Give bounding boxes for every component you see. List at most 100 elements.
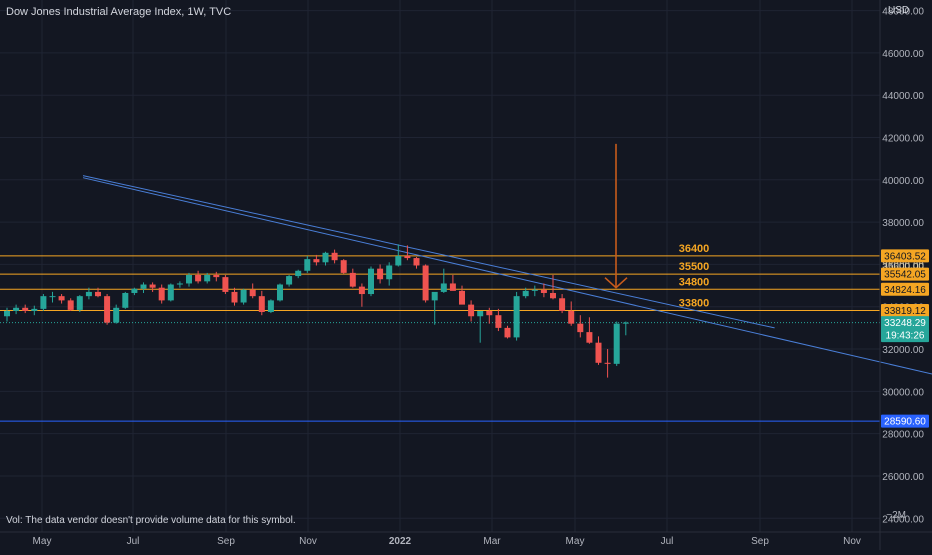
candle-body bbox=[31, 308, 38, 311]
last-price-axis-tag bbox=[881, 316, 929, 343]
candle-body bbox=[322, 252, 329, 263]
volume-tick-label: −2M bbox=[886, 510, 906, 521]
candle-body bbox=[504, 327, 511, 338]
x-tick-label: May bbox=[33, 536, 52, 547]
candle bbox=[85, 287, 92, 300]
candle bbox=[213, 271, 220, 282]
candle-body bbox=[13, 307, 20, 311]
candle bbox=[577, 315, 584, 338]
candle bbox=[550, 275, 556, 300]
candle-body bbox=[140, 284, 147, 289]
level-text: 33800 bbox=[679, 298, 710, 310]
candle bbox=[140, 282, 147, 293]
candle-body bbox=[258, 296, 265, 313]
x-tick-label: Nov bbox=[843, 536, 861, 547]
candle bbox=[395, 244, 402, 267]
level-text: 34800 bbox=[679, 276, 710, 288]
candle bbox=[449, 275, 456, 291]
candle bbox=[286, 275, 293, 287]
candle-body bbox=[413, 258, 420, 266]
candle bbox=[495, 308, 502, 332]
candle bbox=[277, 283, 283, 302]
candle bbox=[67, 298, 74, 311]
candle bbox=[568, 301, 575, 326]
candle bbox=[486, 307, 493, 324]
candle-body bbox=[486, 310, 493, 316]
y-tick-label: 32000.00 bbox=[882, 345, 924, 356]
candle bbox=[559, 294, 566, 314]
candle-body bbox=[495, 315, 502, 328]
candle bbox=[613, 321, 620, 366]
candle bbox=[468, 300, 475, 322]
candle bbox=[358, 283, 365, 307]
candle bbox=[231, 287, 238, 306]
trendline bbox=[82, 175, 775, 329]
candle bbox=[404, 245, 411, 261]
candle-body bbox=[122, 292, 129, 308]
x-tick-label: Sep bbox=[751, 536, 769, 547]
candle bbox=[167, 283, 174, 302]
candle bbox=[531, 285, 538, 297]
candle-body bbox=[577, 323, 584, 333]
level-axis-label: 35542.05 bbox=[884, 270, 926, 281]
candle bbox=[240, 288, 247, 305]
y-tick-label: 24000.00 bbox=[882, 514, 924, 525]
level-axis-tag bbox=[881, 267, 929, 281]
candle bbox=[76, 295, 83, 313]
candle-body bbox=[58, 296, 65, 301]
currency-label[interactable]: USD bbox=[888, 5, 910, 16]
candle-body bbox=[222, 277, 229, 292]
candle bbox=[40, 294, 47, 311]
level-text: 35500 bbox=[679, 261, 710, 273]
level-axis-tag bbox=[881, 249, 929, 263]
candle bbox=[313, 254, 320, 266]
candle bbox=[186, 272, 192, 287]
price-axis: 24000.00 26000.00 28000.00 30000.00 32000.00… bbox=[881, 7, 929, 525]
candle bbox=[4, 307, 10, 322]
y-tick-label: 26000.00 bbox=[882, 472, 924, 483]
candle-body bbox=[440, 283, 447, 292]
y-tick-label: 42000.00 bbox=[882, 134, 924, 145]
candle-body bbox=[204, 275, 211, 282]
candle-body bbox=[158, 287, 165, 301]
level-axis-label: 33819.12 bbox=[884, 306, 926, 317]
x-tick-label: Nov bbox=[299, 536, 317, 547]
candle bbox=[595, 336, 602, 365]
candle-body bbox=[477, 310, 484, 317]
candle bbox=[322, 251, 329, 266]
candle bbox=[258, 290, 265, 316]
candle-body bbox=[104, 296, 111, 323]
candle-body bbox=[304, 259, 311, 271]
candle-body bbox=[67, 300, 74, 310]
candle bbox=[522, 287, 529, 299]
candle-body bbox=[586, 332, 593, 343]
candle bbox=[504, 325, 511, 339]
candle-body bbox=[449, 283, 456, 291]
candle-body bbox=[604, 362, 611, 364]
candle-body bbox=[49, 296, 56, 298]
x-tick-label: May bbox=[566, 536, 585, 547]
candle bbox=[431, 291, 438, 325]
candle-body bbox=[386, 265, 393, 280]
level-axis-tag bbox=[881, 282, 929, 296]
candle-body bbox=[340, 260, 347, 273]
time-axis: May Jul Sep Nov 2022 Mar May Jul Sep Nov bbox=[33, 536, 861, 547]
candle bbox=[204, 272, 211, 284]
candle-body bbox=[195, 275, 202, 282]
candle bbox=[304, 255, 311, 273]
last-price-axis-label: 33248.29 bbox=[884, 318, 926, 329]
candle bbox=[349, 268, 356, 288]
candle bbox=[49, 291, 56, 303]
candle bbox=[377, 264, 384, 284]
candle bbox=[149, 282, 156, 292]
level-axis-label: 34824.16 bbox=[884, 285, 926, 296]
candle bbox=[22, 304, 29, 314]
candle bbox=[622, 321, 629, 336]
candle bbox=[331, 249, 338, 264]
y-tick-label: 36000.00 bbox=[882, 260, 924, 271]
candle-body bbox=[522, 290, 529, 297]
candle bbox=[222, 275, 229, 295]
y-tick-label: 48000.00 bbox=[882, 7, 924, 18]
